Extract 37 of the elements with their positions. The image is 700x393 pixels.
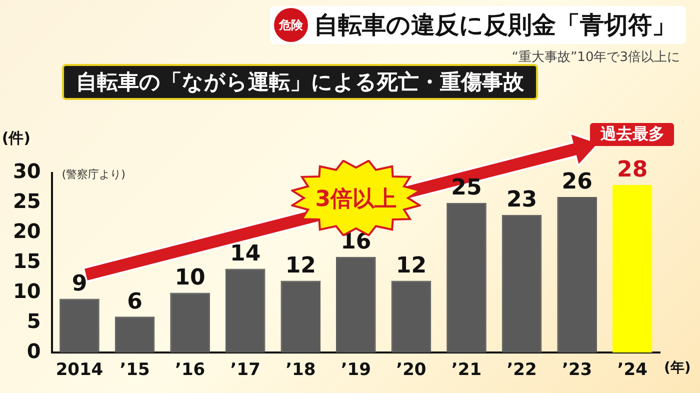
y-tick-label: 5 xyxy=(26,308,41,333)
x-axis-title: (年) xyxy=(664,359,691,377)
y-axis-title: (件) xyxy=(2,129,31,148)
x-tick-label: ’18 xyxy=(286,360,316,380)
x-tick-label: ’16 xyxy=(174,360,206,380)
data-label: 28 xyxy=(617,158,648,183)
text: 自転車の違反に反則金「青切符」 xyxy=(314,10,676,41)
data-label: 9 xyxy=(72,271,88,296)
x-tick-label: ’24 xyxy=(617,360,648,380)
annotation: (警察庁より) xyxy=(62,167,126,182)
text: “重大事故”10年で3倍以上に xyxy=(512,49,680,66)
data-label: 25 xyxy=(451,176,482,201)
data-label: 14 xyxy=(230,242,261,267)
x-tick-label: ’22 xyxy=(506,360,537,380)
x-tick-label: ’20 xyxy=(396,360,426,380)
data-label: 23 xyxy=(506,188,538,213)
y-tick-label: 10 xyxy=(12,278,41,303)
data-label: 12 xyxy=(285,253,316,278)
data-label: 6 xyxy=(127,289,142,314)
text: 過去最多 xyxy=(590,122,674,146)
x-tick-label: ’19 xyxy=(340,360,371,380)
x-tick-label: ’21 xyxy=(451,360,482,380)
data-label: 12 xyxy=(396,253,427,278)
annotation: 3倍以上 xyxy=(314,186,398,214)
chart-title: 自転車の「ながら運転」による死亡・重傷事故 xyxy=(62,64,538,100)
y-tick-label: 20 xyxy=(12,219,41,244)
x-tick-label: ’23 xyxy=(562,360,592,380)
data-label: 26 xyxy=(562,170,592,195)
y-tick-label: 25 xyxy=(12,189,41,214)
x-tick-label: 2014 xyxy=(56,360,104,380)
y-tick-label: 30 xyxy=(12,159,41,184)
x-tick-label: ’15 xyxy=(120,360,150,380)
x-tick-label: ’17 xyxy=(230,360,260,380)
data-label: 10 xyxy=(174,265,206,290)
y-tick-label: 0 xyxy=(26,338,41,363)
y-tick-label: 15 xyxy=(12,249,41,274)
text: 危険 xyxy=(274,8,308,42)
